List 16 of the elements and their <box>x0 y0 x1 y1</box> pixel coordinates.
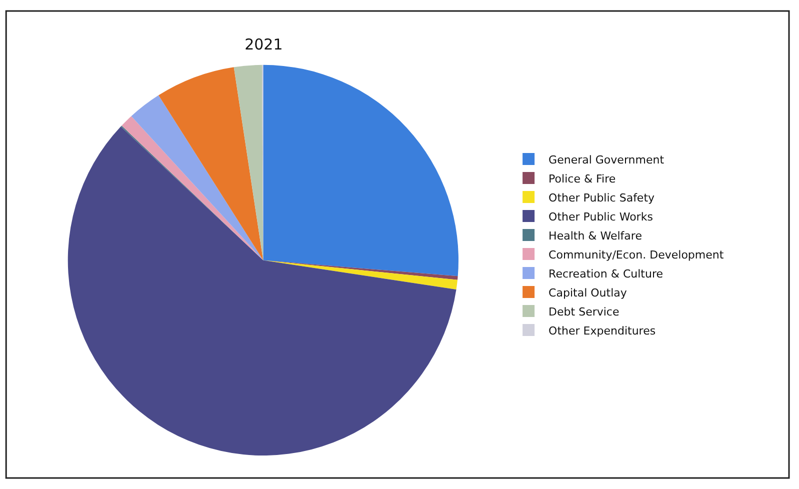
chart-title: 2021 <box>244 36 283 54</box>
legend-label: Other Expenditures <box>548 324 656 338</box>
pie-slice <box>234 64 264 260</box>
legend-label: Health & Welfare <box>548 229 642 242</box>
legend-label: Capital Outlay <box>548 286 628 300</box>
pie-slice <box>68 126 456 456</box>
pie-slice <box>158 67 264 260</box>
legend-label: Community/Econ. Development <box>548 248 724 262</box>
pie-slice <box>263 64 458 276</box>
legend-label: Police & Fire <box>548 172 616 186</box>
legend-label: Debt Service <box>548 305 620 318</box>
legend-label: Other Public Safety <box>548 191 656 204</box>
legend-label: Recreation & Culture <box>548 267 664 280</box>
pie-slice <box>131 95 264 260</box>
legend-label: Other Public Works <box>548 210 654 224</box>
legend-label: General Government <box>548 153 665 166</box>
